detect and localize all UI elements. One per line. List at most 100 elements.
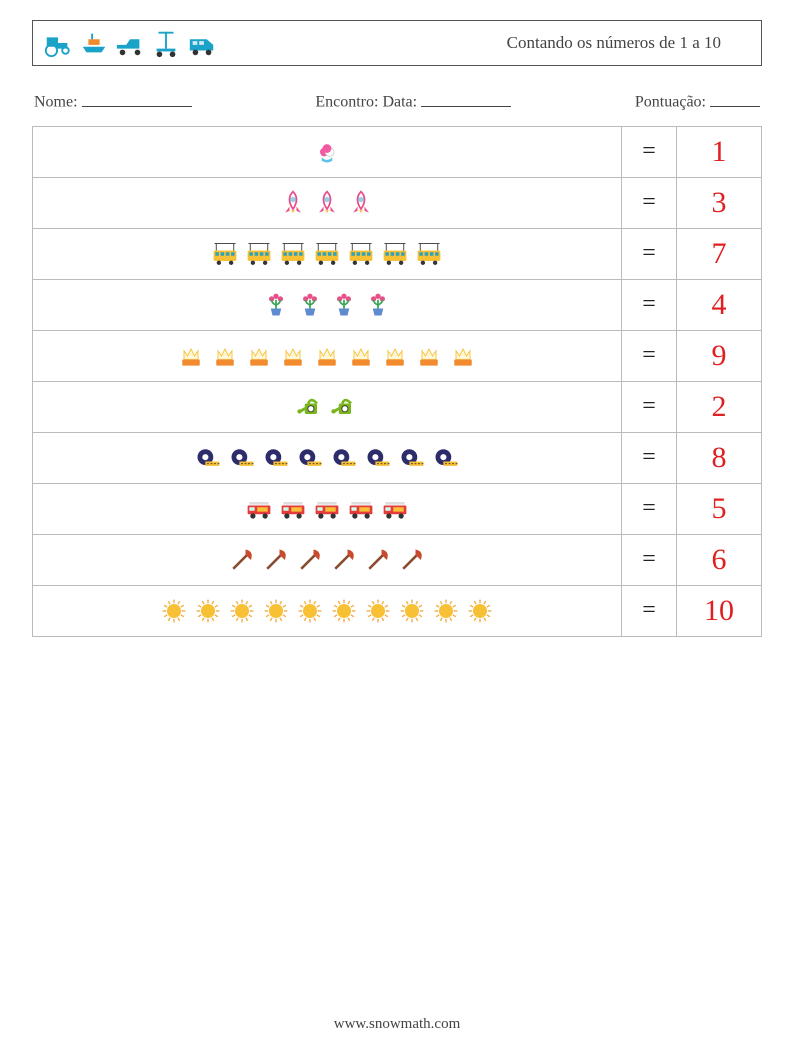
name-field: Nome:	[34, 88, 192, 112]
flowerpot-icon	[364, 291, 392, 319]
footer: www.snowmath.com	[0, 1016, 794, 1033]
boat-icon	[79, 28, 109, 58]
table-row: =8	[33, 432, 762, 483]
equals-cell: =	[622, 432, 677, 483]
answer-cell: 4	[677, 279, 762, 330]
equals-cell: =	[622, 534, 677, 585]
crownbox-icon	[177, 342, 205, 370]
answer-cell: 10	[677, 585, 762, 636]
table-row: =6	[33, 534, 762, 585]
sun-icon	[262, 597, 290, 625]
sun-icon	[330, 597, 358, 625]
rocket-icon	[313, 189, 341, 217]
watercan-icon	[296, 393, 324, 421]
table-row: =9	[33, 330, 762, 381]
scooter-icon	[151, 28, 181, 58]
icons-cell	[33, 126, 622, 177]
equals-cell: =	[622, 177, 677, 228]
equals-cell: =	[622, 228, 677, 279]
table-row: =3	[33, 177, 762, 228]
equals-cell: =	[622, 483, 677, 534]
firetruck-icon	[347, 495, 375, 523]
table-row: =1	[33, 126, 762, 177]
icons-cell	[33, 483, 622, 534]
bus-icon	[415, 240, 443, 268]
answer-cell: 7	[677, 228, 762, 279]
answer-cell: 2	[677, 381, 762, 432]
table-row: =10	[33, 585, 762, 636]
sun-icon	[398, 597, 426, 625]
icons-cell	[33, 228, 622, 279]
table-row: =7	[33, 228, 762, 279]
name-blank[interactable]	[82, 88, 192, 107]
answer-cell: 1	[677, 126, 762, 177]
bus-icon	[245, 240, 273, 268]
bus-icon	[381, 240, 409, 268]
crownbox-icon	[347, 342, 375, 370]
name-label: Nome:	[34, 94, 78, 111]
page-title: Contando os números de 1 a 10	[507, 33, 751, 53]
header-bar: Contando os números de 1 a 10	[32, 20, 762, 66]
sun-icon	[432, 597, 460, 625]
rocket-icon	[279, 189, 307, 217]
crownbox-icon	[381, 342, 409, 370]
tractor-icon	[43, 28, 73, 58]
icons-cell	[33, 330, 622, 381]
table-row: =2	[33, 381, 762, 432]
icons-cell	[33, 585, 622, 636]
answer-cell: 8	[677, 432, 762, 483]
sun-icon	[228, 597, 256, 625]
bus-icon	[347, 240, 375, 268]
rocket-icon	[347, 189, 375, 217]
van-icon	[187, 28, 217, 58]
answer-cell: 9	[677, 330, 762, 381]
tape-icon	[330, 444, 358, 472]
table-row: =4	[33, 279, 762, 330]
tape-icon	[432, 444, 460, 472]
crownbox-icon	[279, 342, 307, 370]
flowerpot-icon	[262, 291, 290, 319]
axe-icon	[364, 546, 392, 574]
axe-icon	[262, 546, 290, 574]
bus-icon	[279, 240, 307, 268]
crownbox-icon	[245, 342, 273, 370]
firetruck-icon	[245, 495, 273, 523]
bus-icon	[211, 240, 239, 268]
tape-icon	[398, 444, 426, 472]
sun-icon	[466, 597, 494, 625]
answer-cell: 6	[677, 534, 762, 585]
icons-cell	[33, 534, 622, 585]
sun-icon	[160, 597, 188, 625]
icecream-icon	[313, 138, 341, 166]
equals-cell: =	[622, 126, 677, 177]
watercan-icon	[330, 393, 358, 421]
date-field: Encontro: Data:	[315, 88, 511, 112]
axe-icon	[228, 546, 256, 574]
firetruck-icon	[313, 495, 341, 523]
tape-icon	[364, 444, 392, 472]
icons-cell	[33, 177, 622, 228]
icons-cell	[33, 279, 622, 330]
crownbox-icon	[313, 342, 341, 370]
equals-cell: =	[622, 381, 677, 432]
score-blank[interactable]	[710, 88, 760, 107]
flowerpot-icon	[330, 291, 358, 319]
sun-icon	[364, 597, 392, 625]
icons-cell	[33, 381, 622, 432]
bus-icon	[313, 240, 341, 268]
date-blank[interactable]	[421, 88, 511, 107]
axe-icon	[398, 546, 426, 574]
equals-cell: =	[622, 279, 677, 330]
axe-icon	[296, 546, 324, 574]
date-label: Encontro: Data:	[315, 94, 417, 111]
flowerpot-icon	[296, 291, 324, 319]
crownbox-icon	[211, 342, 239, 370]
sun-icon	[296, 597, 324, 625]
tape-icon	[262, 444, 290, 472]
crownbox-icon	[449, 342, 477, 370]
tape-icon	[194, 444, 222, 472]
tape-icon	[296, 444, 324, 472]
firetruck-icon	[381, 495, 409, 523]
header-icons	[43, 28, 217, 58]
sun-icon	[194, 597, 222, 625]
